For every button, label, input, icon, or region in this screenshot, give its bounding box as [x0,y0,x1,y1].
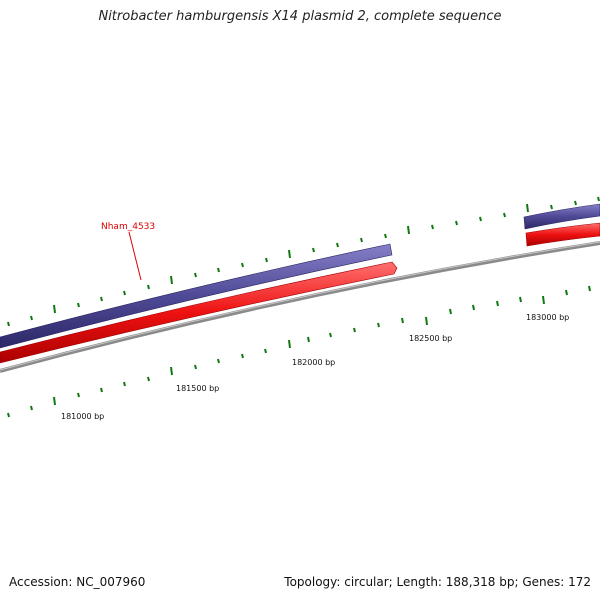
map-title: Nitrobacter hamburgensis X14 plasmid 2, … [98,9,502,24]
tick-mark [496,300,499,307]
gene-label-nham-4533[interactable]: Nham_4533 [101,222,155,232]
tick-mark [53,396,56,406]
tick-mark [77,302,80,308]
tick-mark [288,339,291,349]
tick-mark [353,327,356,333]
tick-mark [519,296,522,303]
tick-mark [574,200,577,206]
tick-mark [336,242,339,248]
tick-mark [53,304,56,314]
backbone-line [0,241,600,373]
tick-mark [472,304,475,311]
tick-mark [597,196,600,202]
tick-mark [401,317,404,324]
bp-label-181000: 181000 bp [61,412,104,421]
tick-mark [455,220,458,226]
reverse-gene-bar[interactable] [525,222,600,247]
tick-mark [194,272,197,278]
tick-mark [147,284,150,290]
sequence-summary: Topology: circular; Length: 188,318 bp; … [284,575,591,589]
tick-mark [217,358,220,364]
accession-label: Accession: NC_007960 [9,575,146,589]
tick-mark [550,204,553,210]
tick-mark [77,392,80,398]
tick-mark [170,366,173,376]
tick-mark [431,224,434,230]
bp-label-183000: 183000 bp [526,313,569,322]
tick-mark [307,336,310,343]
tick-mark [123,290,126,296]
reverse-gene-arrow[interactable] [0,261,398,364]
bp-label-182000: 182000 bp [292,358,335,367]
tick-mark [30,315,33,321]
tick-mark [479,216,482,222]
tick-mark [194,364,197,370]
tick-mark [30,405,33,411]
tick-mark [241,262,244,268]
tick-mark [241,353,244,359]
backbone-line-highlight [0,241,600,371]
forward-strand [0,203,600,349]
tick-mark [449,308,452,315]
tick-mark [264,348,267,354]
tick-mark [503,212,506,218]
tick-mark [147,376,150,382]
inner-tick-row [7,285,591,418]
forward-gene-bar[interactable] [523,203,600,230]
tick-mark [542,295,545,305]
tick-mark [407,225,410,235]
bp-label-181500: 181500 bp [176,384,219,393]
tick-mark [170,275,173,285]
tick-mark [312,247,315,253]
tick-mark [100,387,103,393]
tick-mark [360,237,363,243]
tick-mark [329,332,332,338]
tick-mark [7,412,10,418]
tick-mark [588,285,591,292]
tick-mark [526,203,529,213]
forward-gene-bar[interactable] [0,243,393,349]
tick-mark [7,321,10,327]
tick-mark [100,296,103,302]
tick-mark [288,249,291,259]
tick-mark [565,289,568,296]
tick-mark [265,257,268,263]
tick-mark [123,381,126,387]
tick-mark [377,322,380,328]
gene-label-leader [128,231,142,281]
tick-mark [425,316,428,326]
tick-mark [384,233,387,239]
outer-tick-row [7,196,600,327]
bp-label-182500: 182500 bp [409,334,452,343]
tick-mark [217,267,220,273]
reverse-strand [0,222,600,364]
